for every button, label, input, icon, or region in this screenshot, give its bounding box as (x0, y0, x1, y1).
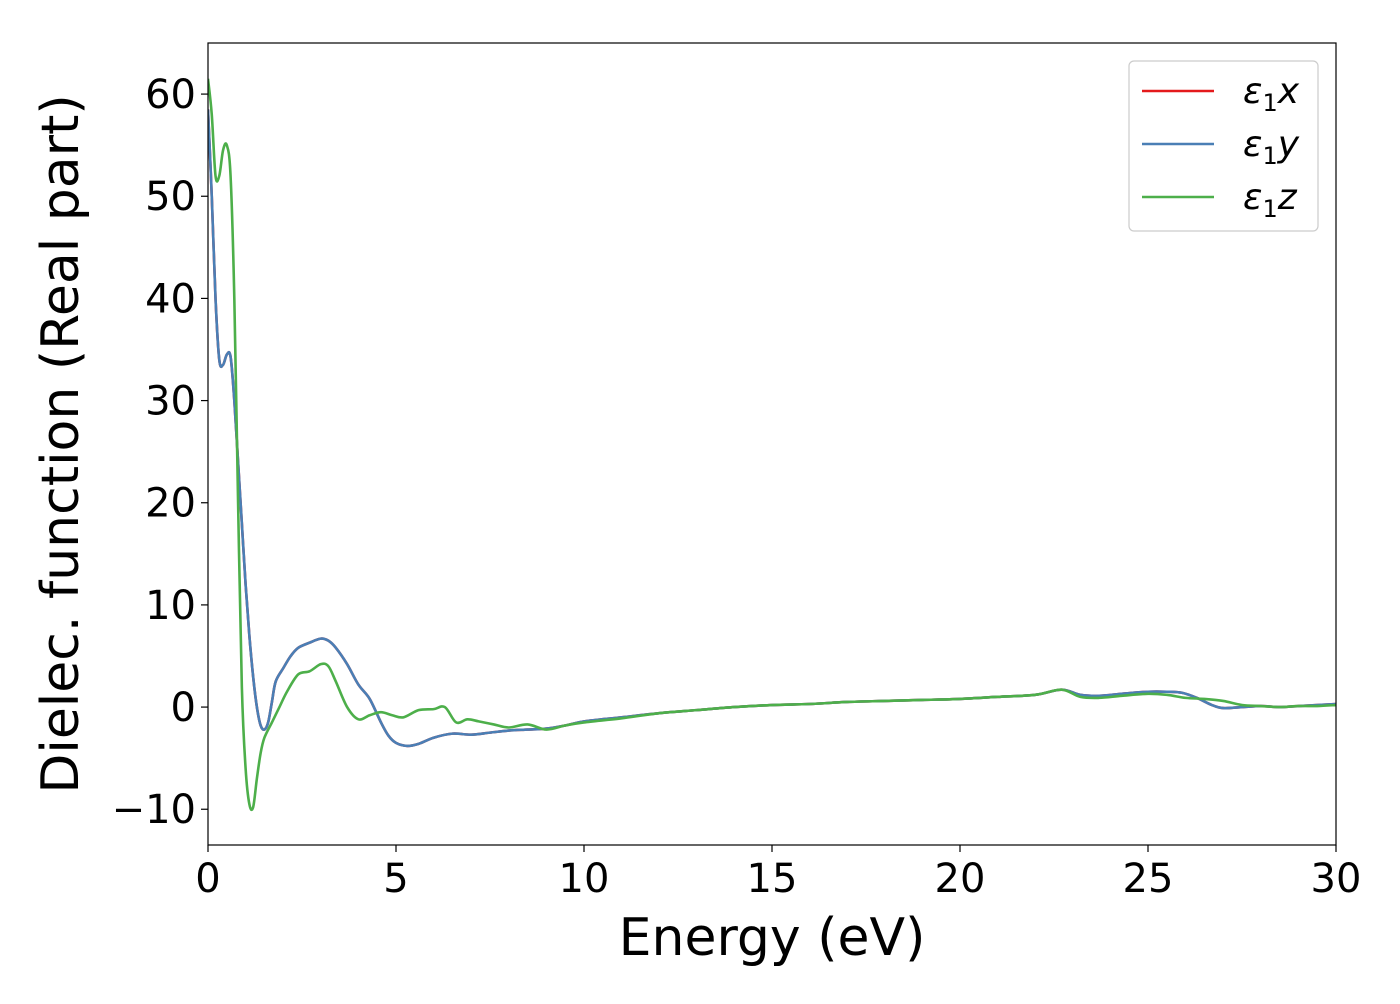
x-axis-label: Energy (eV) (619, 908, 926, 968)
legend-label-x: ε1x (1243, 71, 1300, 117)
x-tick-label: 5 (383, 856, 408, 902)
y-tick-label: 40 (145, 276, 196, 322)
legend-label-y: ε1y (1243, 124, 1300, 170)
series-line-z (208, 78, 1336, 812)
x-tick-label: 10 (559, 856, 610, 902)
series-layer (208, 78, 1336, 812)
x-tick-label: 25 (1123, 856, 1174, 902)
x-tick-label: 15 (747, 856, 798, 902)
y-tick-label: 30 (145, 379, 196, 425)
y-tick-label: 10 (145, 583, 196, 629)
y-axis-label: Dielec. function (Real part) (31, 94, 91, 793)
y-tick-label: 50 (145, 174, 196, 220)
legend: ε1x ε1y ε1z (1128, 60, 1319, 232)
x-tick-label: 20 (935, 856, 986, 902)
x-axis: 0 5 10 15 20 25 30 (195, 845, 1361, 902)
legend-label-z: ε1z (1243, 177, 1298, 223)
y-tick-label: 0 (171, 685, 196, 731)
y-axis: −10 0 10 20 30 40 50 60 (112, 72, 208, 833)
y-tick-label: 60 (145, 72, 196, 118)
legend-box (1128, 60, 1319, 232)
y-tick-label: −10 (112, 787, 196, 833)
y-tick-label: 20 (145, 481, 196, 527)
series-line-y (208, 109, 1336, 748)
x-tick-label: 30 (1311, 856, 1362, 902)
x-tick-label: 0 (195, 856, 220, 902)
